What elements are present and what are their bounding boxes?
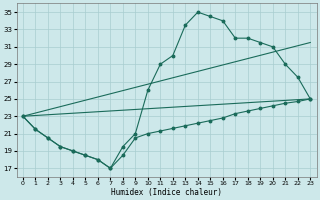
X-axis label: Humidex (Indice chaleur): Humidex (Indice chaleur) [111,188,222,197]
